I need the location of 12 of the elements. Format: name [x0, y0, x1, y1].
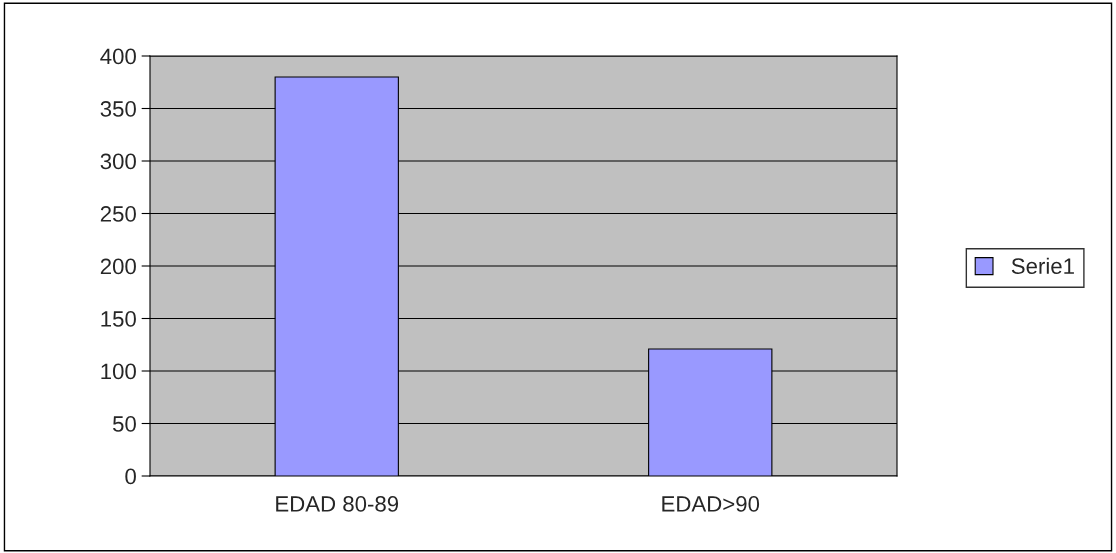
x-tick-label: EDAD>90	[662, 496, 760, 512]
y-tick-label: 50	[112, 416, 136, 432]
y-tick-label: 200	[100, 258, 136, 275]
y-tick-label: 100	[101, 363, 136, 380]
y-tick-label: 150	[101, 311, 136, 327]
legend-label: Serie1	[1011, 257, 1074, 275]
y-tick-label: 250	[100, 206, 136, 222]
y-tick-label: 400	[100, 48, 136, 65]
y-tick-label: 0	[125, 468, 136, 485]
x-tick-label: EDAD 80-89	[276, 496, 399, 512]
y-tick-label: 300	[100, 153, 136, 170]
y-tick-label: 350	[100, 101, 136, 117]
